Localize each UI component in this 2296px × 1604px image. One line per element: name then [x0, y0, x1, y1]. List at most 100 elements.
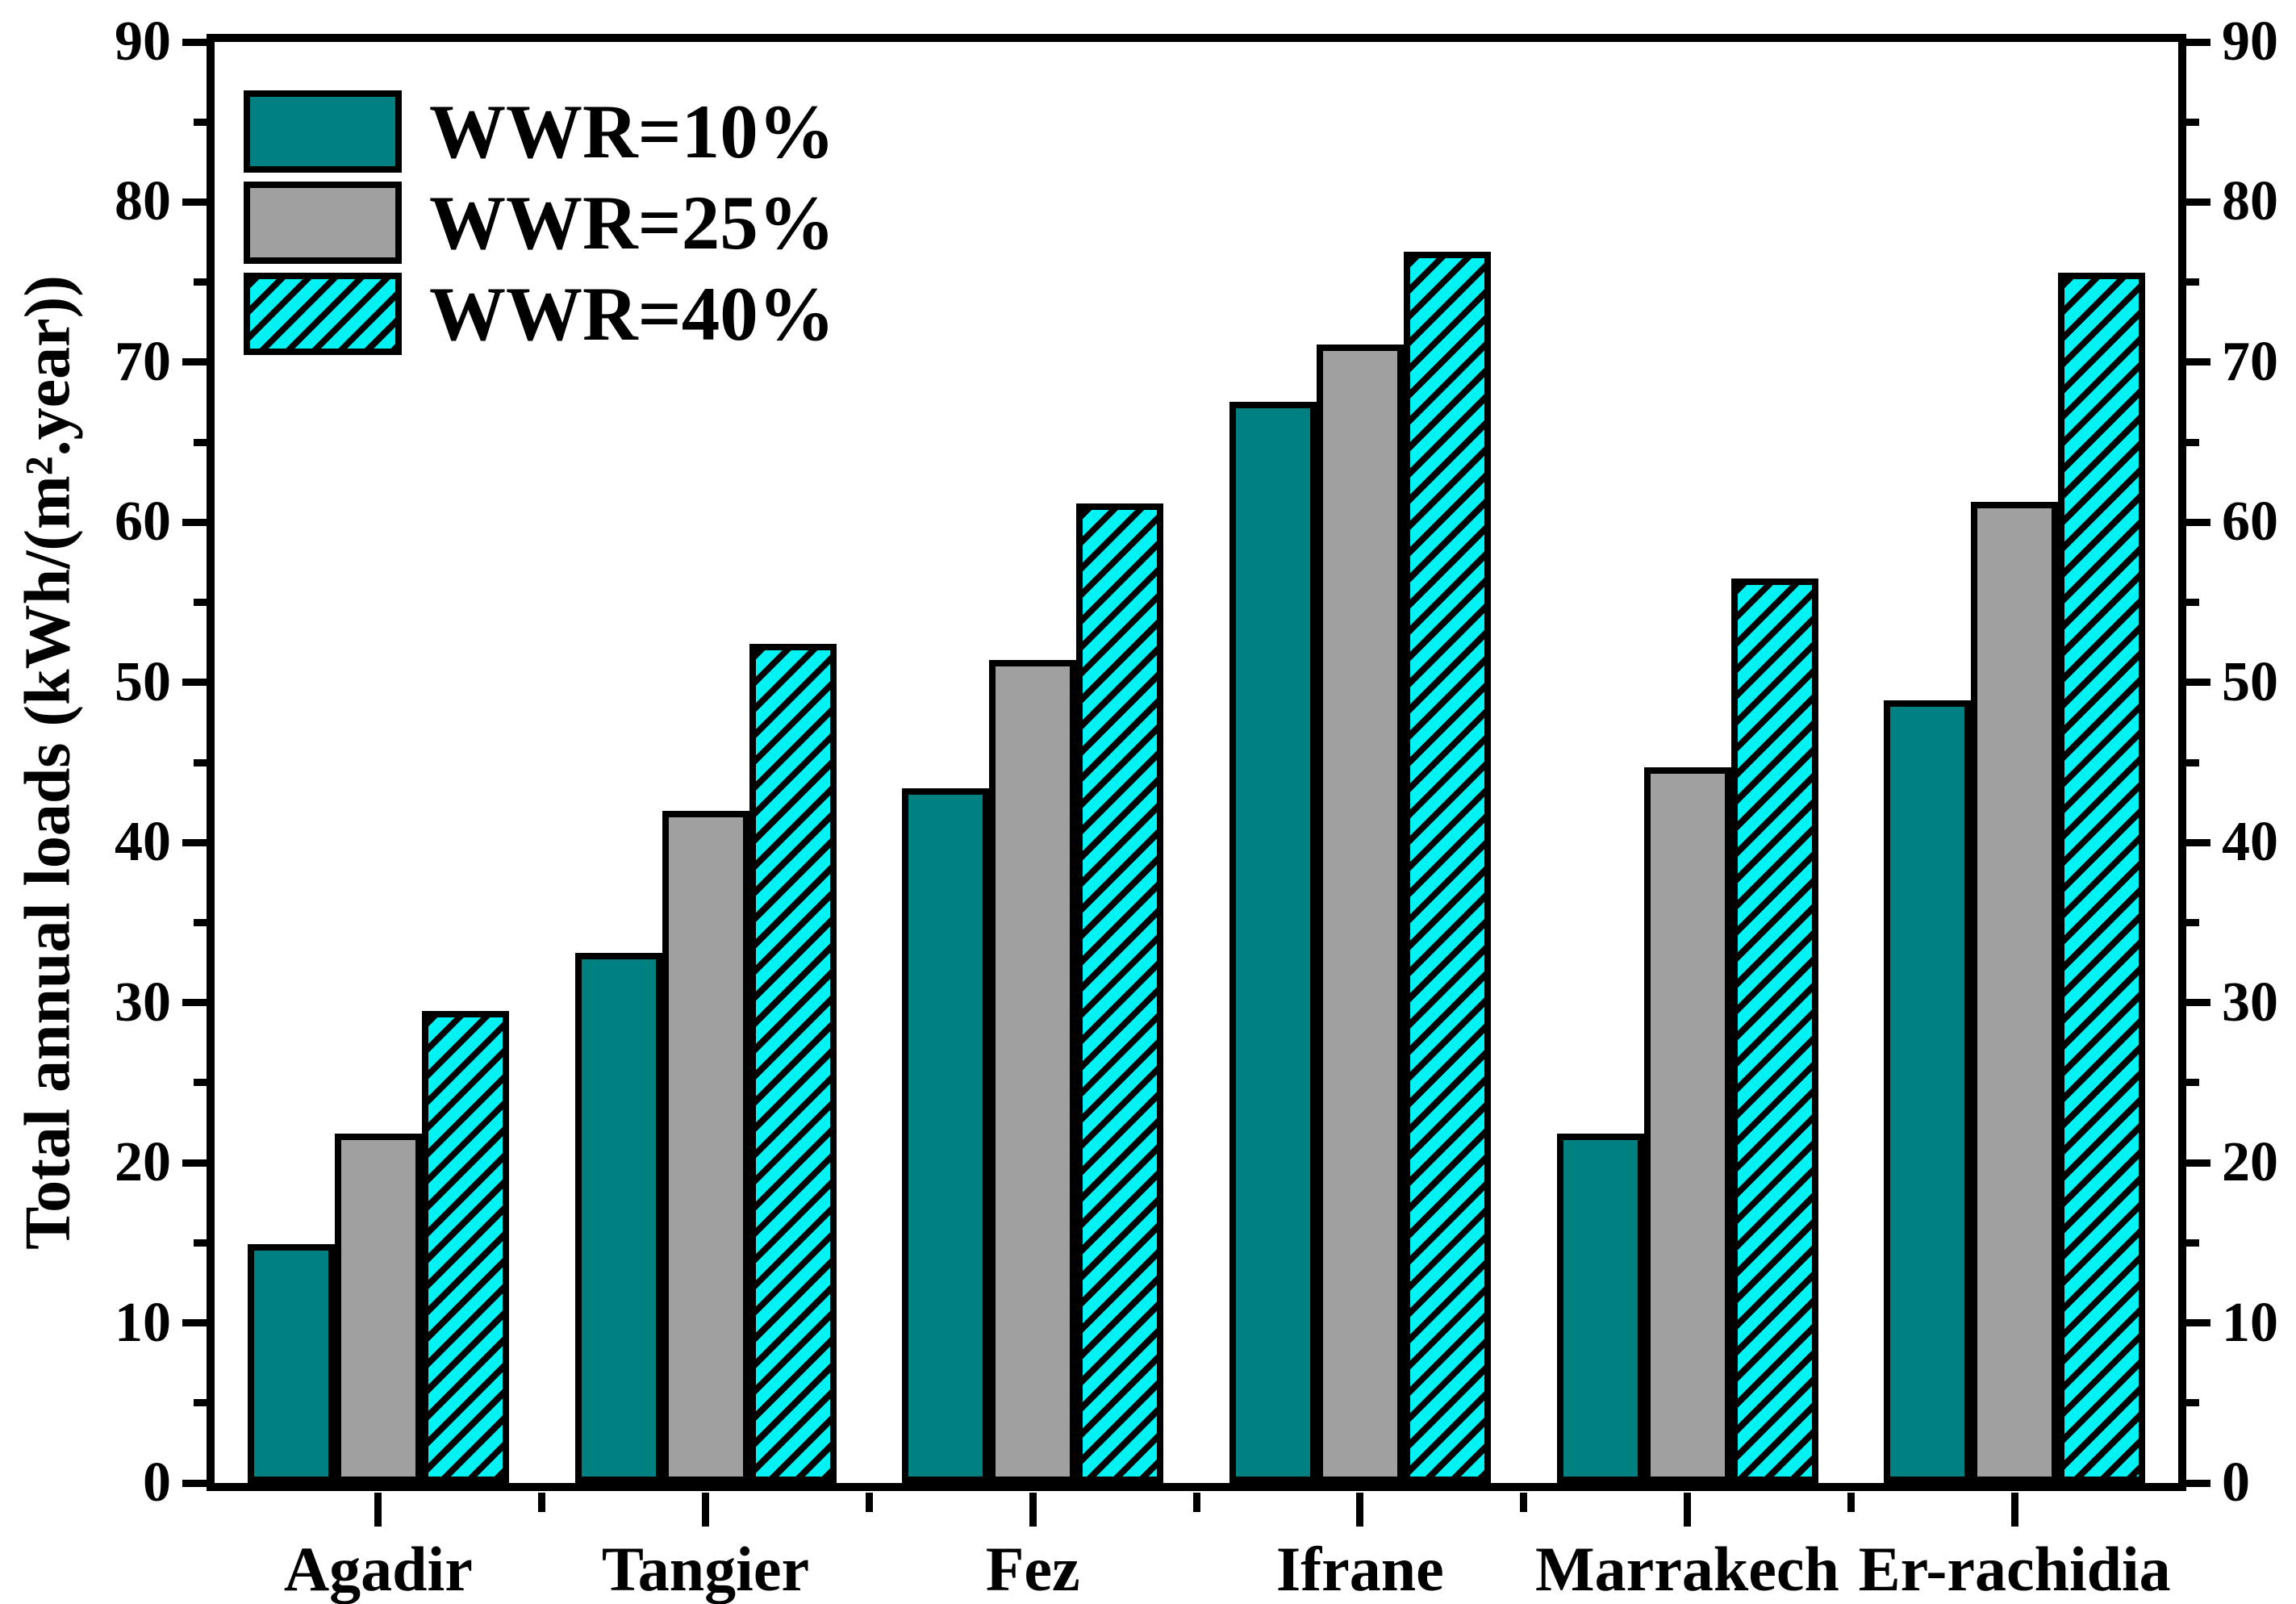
y-minor-tick-right-85: [2186, 118, 2199, 126]
y-major-tick-left-60: [182, 518, 207, 526]
y-tick-label-right-50: 50: [2222, 650, 2278, 713]
x-major-tick-ifrane: [1356, 1493, 1364, 1527]
bar-marrakech-wwr-40: [1730, 579, 1818, 1483]
bar-ifrane-wwr-10: [1229, 402, 1317, 1483]
y-tick-label-right-30: 30: [2222, 971, 2278, 1034]
bar-agadir-wwr-40: [421, 1011, 509, 1483]
y-minor-tick-left-5: [194, 1399, 207, 1407]
y-tick-label-right-70: 70: [2222, 330, 2278, 393]
legend-item-wwr-10: WWR=10%: [244, 90, 835, 173]
y-tick-label-left-40: 40: [115, 811, 171, 874]
y-minor-tick-left-15: [194, 1239, 207, 1247]
y-major-tick-right-0: [2186, 1479, 2210, 1487]
legend-label-wwr-40: WWR=40%: [429, 271, 835, 357]
y-major-tick-right-60: [2186, 518, 2210, 526]
x-category-label-fez: Fez: [985, 1534, 1080, 1604]
y-tick-label-right-0: 0: [2222, 1452, 2250, 1514]
y-tick-label-left-60: 60: [115, 491, 171, 553]
y-major-tick-right-70: [2186, 358, 2210, 366]
bar-tangier-wwr-40: [749, 644, 837, 1483]
y-tick-label-left-10: 10: [115, 1291, 171, 1354]
y-tick-label-left-20: 20: [115, 1131, 171, 1194]
bar-ifrane-wwr-25: [1316, 345, 1404, 1483]
y-minor-tick-left-75: [194, 278, 207, 286]
bar-er-rachidia-wwr-25: [1971, 502, 2059, 1483]
y-minor-tick-right-45: [2186, 758, 2199, 766]
y-tick-label-left-70: 70: [115, 330, 171, 393]
legend-swatch-wwr-40: [244, 273, 402, 355]
y-minor-tick-left-35: [194, 918, 207, 926]
bar-er-rachidia-wwr-10: [1884, 700, 1972, 1483]
x-category-label-tangier: Tangier: [601, 1534, 810, 1604]
bar-ifrane-wwr-40: [1403, 252, 1491, 1483]
x-category-label-marrakech: Marrakech: [1535, 1534, 1839, 1604]
y-tick-label-left-0: 0: [143, 1452, 171, 1514]
y-major-tick-left-50: [182, 679, 207, 687]
x-category-label-er-rachidia: Er-rachidia: [1858, 1534, 2171, 1604]
y-tick-label-left-30: 30: [115, 971, 171, 1034]
bar-agadir-wwr-10: [247, 1244, 335, 1483]
y-minor-tick-left-25: [194, 1079, 207, 1087]
bar-er-rachidia-wwr-40: [2058, 273, 2146, 1483]
x-major-tick-tangier: [702, 1493, 709, 1527]
y-major-tick-right-10: [2186, 1319, 2210, 1327]
y-minor-tick-right-25: [2186, 1079, 2199, 1087]
legend: WWR=10% WWR=25% WWR=40%: [244, 90, 835, 355]
y-major-tick-left-10: [182, 1319, 207, 1327]
y-major-tick-left-0: [182, 1479, 207, 1487]
y-tick-label-right-10: 10: [2222, 1291, 2278, 1354]
y-minor-tick-left-55: [194, 599, 207, 607]
y-minor-tick-right-75: [2186, 278, 2199, 286]
legend-item-wwr-25: WWR=25%: [244, 182, 835, 264]
x-category-label-ifrane: Ifrane: [1275, 1534, 1444, 1604]
y-minor-tick-left-85: [194, 118, 207, 126]
y-axis-title: Total annual loads (kWh/(m².year)): [12, 275, 84, 1250]
bar-fez-wwr-40: [1076, 503, 1164, 1483]
bar-tangier-wwr-25: [662, 811, 749, 1483]
x-minor-tick-boundary-2: [865, 1493, 873, 1512]
y-minor-tick-right-65: [2186, 438, 2199, 446]
y-major-tick-left-80: [182, 198, 207, 206]
legend-label-wwr-25: WWR=25%: [429, 180, 835, 265]
y-major-tick-left-30: [182, 999, 207, 1007]
y-minor-tick-left-65: [194, 438, 207, 446]
y-minor-tick-right-15: [2186, 1239, 2199, 1247]
x-category-label-agadir: Agadir: [283, 1534, 473, 1604]
y-major-tick-right-30: [2186, 999, 2210, 1007]
y-minor-tick-right-5: [2186, 1399, 2199, 1407]
y-major-tick-right-80: [2186, 198, 2210, 206]
x-minor-tick-boundary-3: [1192, 1493, 1200, 1512]
y-major-tick-left-40: [182, 838, 207, 846]
y-tick-label-left-80: 80: [115, 170, 171, 233]
y-major-tick-left-20: [182, 1159, 207, 1167]
bar-fez-wwr-10: [902, 788, 990, 1483]
y-tick-label-right-60: 60: [2222, 491, 2278, 553]
y-tick-label-left-50: 50: [115, 650, 171, 713]
y-tick-label-right-90: 90: [2222, 10, 2278, 73]
legend-item-wwr-40: WWR=40%: [244, 273, 835, 355]
x-minor-tick-boundary-1: [538, 1493, 546, 1512]
y-major-tick-right-50: [2186, 679, 2210, 687]
bar-agadir-wwr-25: [334, 1134, 422, 1483]
x-major-tick-er-rachidia: [2010, 1493, 2018, 1527]
y-tick-label-right-20: 20: [2222, 1131, 2278, 1194]
y-major-tick-right-40: [2186, 838, 2210, 846]
bar-marrakech-wwr-25: [1643, 767, 1731, 1483]
y-minor-tick-left-45: [194, 758, 207, 766]
legend-swatch-wwr-10: [244, 90, 402, 173]
bar-fez-wwr-25: [989, 660, 1077, 1483]
x-minor-tick-boundary-5: [1847, 1493, 1855, 1512]
x-major-tick-marrakech: [1684, 1493, 1691, 1527]
y-major-tick-left-90: [182, 38, 207, 46]
x-major-tick-agadir: [374, 1493, 382, 1527]
y-major-tick-right-90: [2186, 38, 2210, 46]
y-tick-label-right-80: 80: [2222, 170, 2278, 233]
y-tick-label-right-40: 40: [2222, 811, 2278, 874]
legend-label-wwr-10: WWR=10%: [429, 89, 835, 174]
y-minor-tick-right-35: [2186, 918, 2199, 926]
x-minor-tick-boundary-4: [1520, 1493, 1528, 1512]
bar-marrakech-wwr-10: [1556, 1134, 1644, 1483]
y-tick-label-left-90: 90: [115, 10, 171, 73]
y-minor-tick-right-55: [2186, 599, 2199, 607]
